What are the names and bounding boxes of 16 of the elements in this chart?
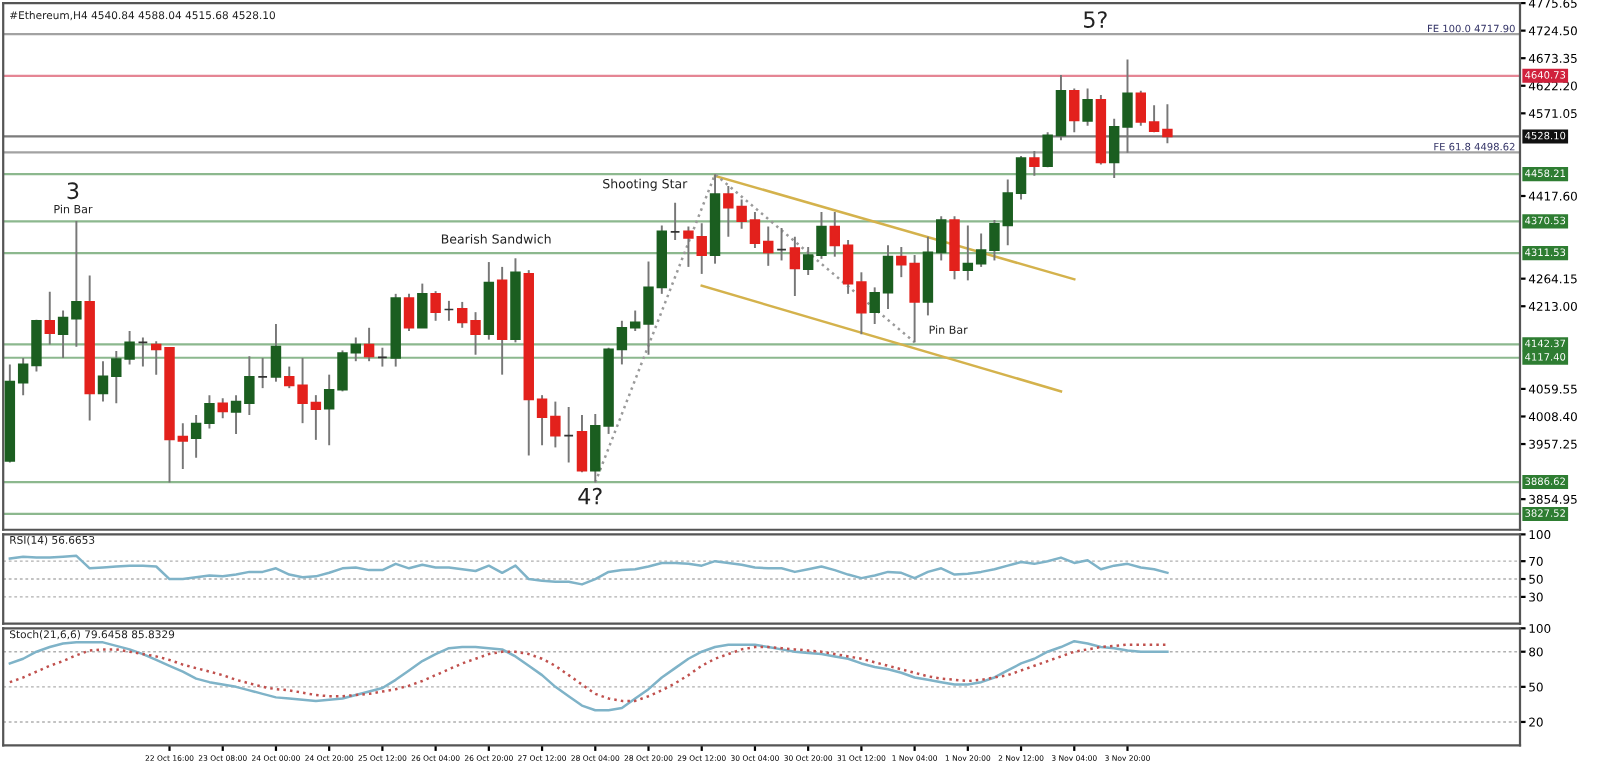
candlestick <box>1029 150 1040 177</box>
candlestick <box>1069 87 1080 134</box>
annotation: 4? <box>578 487 602 505</box>
candlestick <box>1082 87 1093 127</box>
candlestick <box>417 282 428 329</box>
candlestick <box>576 414 588 474</box>
candlestick <box>44 290 55 346</box>
line-series <box>8 554 1169 586</box>
candlestick <box>789 235 801 297</box>
candlestick <box>403 292 415 332</box>
candlestick <box>217 397 228 420</box>
candlestick <box>430 290 441 322</box>
candlestick <box>270 323 282 383</box>
annotation: 3 <box>67 182 79 200</box>
annotation: 5? <box>1084 11 1107 28</box>
candlestick <box>363 326 375 363</box>
